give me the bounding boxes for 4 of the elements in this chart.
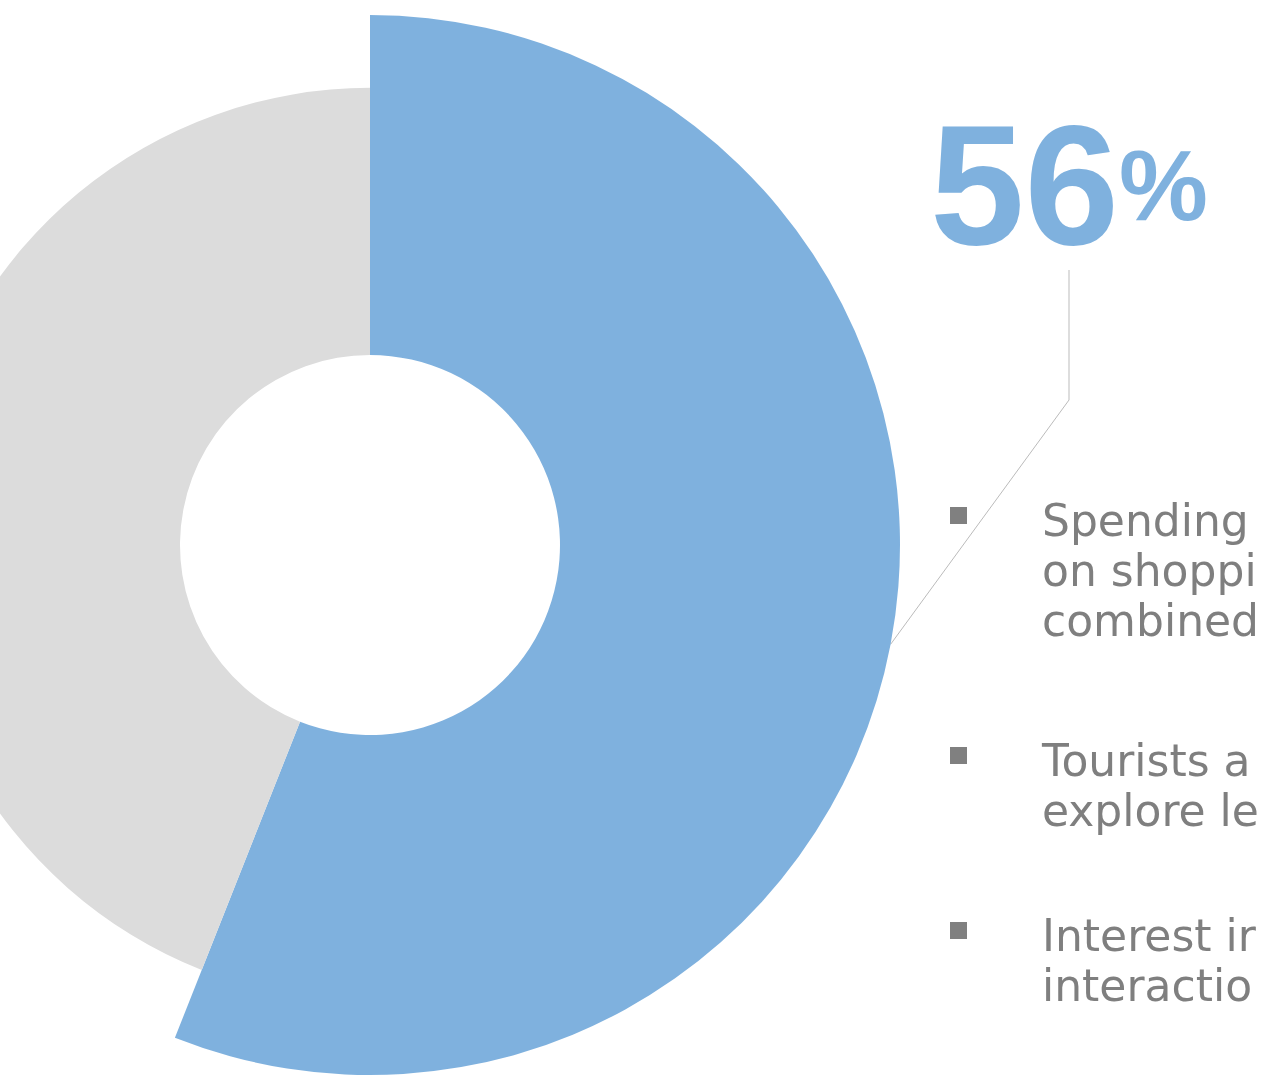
- text: Tourists a explore le: [1041, 734, 1259, 836]
- data-label: 56%: [930, 90, 1209, 280]
- text: Spending on shoppi combined: [1042, 494, 1260, 646]
- text: Interest ir interactio: [1042, 909, 1257, 1011]
